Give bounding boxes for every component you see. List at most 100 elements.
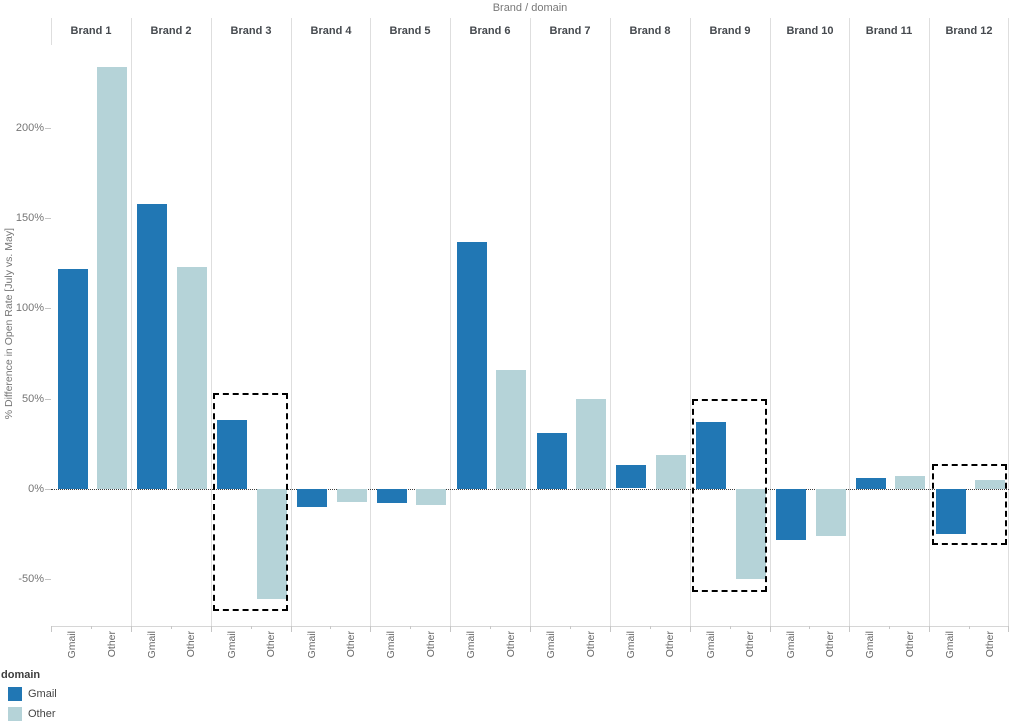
bar-brand-6-gmail[interactable] xyxy=(457,242,487,489)
column-header-brand-5[interactable]: Brand 5 xyxy=(389,25,431,37)
bar-brand-12-gmail[interactable] xyxy=(936,489,966,534)
x-axis-major-tick xyxy=(370,626,371,632)
bar-brand-1-gmail[interactable] xyxy=(58,269,88,489)
bar-brand-12-other[interactable] xyxy=(975,480,1005,489)
x-axis-major-tick xyxy=(131,626,132,632)
x-axis-minor-tick xyxy=(650,626,651,629)
x-label-brand-3-gmail: Gmail xyxy=(226,631,238,659)
bar-brand-10-other[interactable] xyxy=(816,489,846,536)
x-axis-major-tick xyxy=(610,626,611,632)
other-color-swatch xyxy=(8,707,22,721)
bar-brand-7-gmail[interactable] xyxy=(537,433,567,489)
x-label-brand-11-gmail: Gmail xyxy=(864,631,876,659)
y-tick xyxy=(45,399,51,400)
y-tick xyxy=(45,128,51,129)
column-divider xyxy=(450,18,451,626)
column-divider xyxy=(530,18,531,626)
bar-brand-10-gmail[interactable] xyxy=(776,489,806,540)
x-axis-minor-tick xyxy=(171,626,172,629)
chart-title: Brand / domain xyxy=(492,2,568,14)
column-header-brand-7[interactable]: Brand 7 xyxy=(549,25,591,37)
x-label-brand-10-gmail: Gmail xyxy=(785,631,797,659)
column-divider xyxy=(610,18,611,626)
bar-brand-3-gmail[interactable] xyxy=(217,420,247,489)
legend-title: domain xyxy=(1,669,41,681)
legend-label-gmail: Gmail xyxy=(28,688,57,700)
bar-brand-3-other[interactable] xyxy=(257,489,287,599)
highlight-box-brand-9 xyxy=(692,399,767,592)
column-divider xyxy=(1008,18,1009,626)
x-axis-minor-tick xyxy=(730,626,731,629)
x-label-brand-9-gmail: Gmail xyxy=(705,631,717,659)
x-axis-major-tick xyxy=(849,626,850,632)
x-label-brand-3-other: Other xyxy=(265,631,277,658)
x-label-brand-4-other: Other xyxy=(345,631,357,658)
x-label-brand-1-gmail: Gmail xyxy=(66,631,78,659)
column-header-brand-1[interactable]: Brand 1 xyxy=(70,25,112,37)
bar-brand-1-other[interactable] xyxy=(97,67,127,489)
x-axis-major-tick xyxy=(690,626,691,632)
y-tick xyxy=(45,218,51,219)
bar-brand-5-gmail[interactable] xyxy=(377,489,407,503)
legend-item-gmail[interactable]: Gmail xyxy=(8,684,200,704)
column-divider xyxy=(370,18,371,626)
column-header-brand-8[interactable]: Brand 8 xyxy=(629,25,671,37)
x-axis-minor-tick xyxy=(330,626,331,629)
highlight-box-brand-3 xyxy=(213,393,288,611)
bar-brand-9-other[interactable] xyxy=(736,489,766,579)
y-axis-title: % Difference in Open Rate [July vs. May] xyxy=(3,228,15,420)
column-header-brand-11[interactable]: Brand 11 xyxy=(865,25,913,37)
x-label-brand-1-other: Other xyxy=(106,631,118,658)
column-divider xyxy=(291,18,292,626)
bar-brand-7-other[interactable] xyxy=(576,399,606,489)
x-label-brand-6-gmail: Gmail xyxy=(465,631,477,659)
x-axis-minor-tick xyxy=(809,626,810,629)
x-label-brand-9-other: Other xyxy=(744,631,756,658)
y-tick-label: -50% xyxy=(18,573,44,585)
y-tick-label: 0% xyxy=(28,483,44,495)
x-label-brand-4-gmail: Gmail xyxy=(306,631,318,659)
y-tick-label: 200% xyxy=(15,122,44,134)
x-axis-minor-tick xyxy=(969,626,970,629)
y-tick-label: 50% xyxy=(21,393,44,405)
column-header-brand-4[interactable]: Brand 4 xyxy=(310,25,352,37)
x-axis-major-tick xyxy=(291,626,292,632)
gmail-color-swatch xyxy=(8,687,22,701)
x-label-brand-8-gmail: Gmail xyxy=(625,631,637,659)
y-tick xyxy=(45,489,51,490)
y-tick xyxy=(45,579,51,580)
x-axis-major-tick xyxy=(51,626,52,632)
bar-brand-11-other[interactable] xyxy=(895,476,925,489)
column-header-brand-9[interactable]: Brand 9 xyxy=(709,25,751,37)
legend-item-other[interactable]: Other xyxy=(8,704,200,724)
column-header-brand-6[interactable]: Brand 6 xyxy=(469,25,511,37)
x-axis-minor-tick xyxy=(410,626,411,629)
bar-brand-4-other[interactable] xyxy=(337,489,367,502)
column-divider xyxy=(131,18,132,626)
bar-brand-2-gmail[interactable] xyxy=(137,204,167,489)
bar-brand-11-gmail[interactable] xyxy=(856,478,886,489)
bar-brand-4-gmail[interactable] xyxy=(297,489,327,507)
x-label-brand-12-other: Other xyxy=(984,631,996,658)
highlight-box-brand-12 xyxy=(932,464,1007,545)
bar-brand-5-other[interactable] xyxy=(416,489,446,505)
zero-gridline xyxy=(51,489,1009,490)
header-divider xyxy=(51,18,52,45)
column-header-brand-10[interactable]: Brand 10 xyxy=(786,25,834,37)
x-label-brand-6-other: Other xyxy=(505,631,517,658)
x-label-brand-10-other: Other xyxy=(824,631,836,658)
bar-brand-8-gmail[interactable] xyxy=(616,465,646,488)
column-header-brand-12[interactable]: Brand 12 xyxy=(945,25,993,37)
column-divider xyxy=(690,18,691,626)
y-tick-label: 100% xyxy=(15,302,44,314)
y-tick-label: 150% xyxy=(15,212,44,224)
x-axis-major-tick xyxy=(770,626,771,632)
bar-brand-9-gmail[interactable] xyxy=(696,422,726,489)
bar-brand-6-other[interactable] xyxy=(496,370,526,489)
x-label-brand-7-other: Other xyxy=(585,631,597,658)
column-header-brand-2[interactable]: Brand 2 xyxy=(150,25,192,37)
column-header-brand-3[interactable]: Brand 3 xyxy=(230,25,272,37)
bar-brand-2-other[interactable] xyxy=(177,267,207,489)
x-label-brand-2-other: Other xyxy=(185,631,197,658)
bar-brand-8-other[interactable] xyxy=(656,455,686,489)
